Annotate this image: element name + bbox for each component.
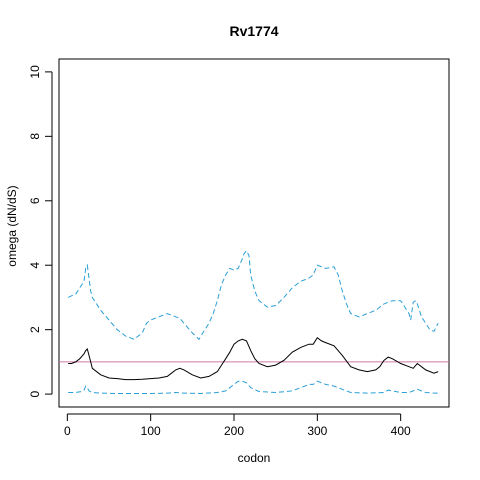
x-tick-label: 200 — [224, 424, 244, 438]
estimate-line — [68, 336, 439, 381]
y-tick-label: 10 — [28, 65, 42, 79]
lower-ci-line — [68, 380, 439, 395]
plot-frame — [58, 58, 450, 408]
y-tick-label: 6 — [28, 197, 42, 204]
x-tick-label: 100 — [141, 424, 161, 438]
x-tick-label: 400 — [391, 424, 411, 438]
y-tick-label: 2 — [28, 326, 42, 333]
x-tick-label: 0 — [64, 424, 71, 438]
x-tick-label: 300 — [307, 424, 327, 438]
y-tick-label: 4 — [28, 262, 42, 269]
plot-layer: 0 100 200 300 400 0 2 4 6 8 10 — [28, 58, 450, 438]
y-tick-label: 0 — [28, 390, 42, 397]
x-axis-label: codon — [238, 451, 271, 465]
y-axis-label: omega (dN/dS) — [5, 185, 19, 266]
upper-ci-line — [67, 249, 439, 341]
y-tick-label: 8 — [28, 133, 42, 140]
chart-title: Rv1774 — [229, 23, 278, 39]
